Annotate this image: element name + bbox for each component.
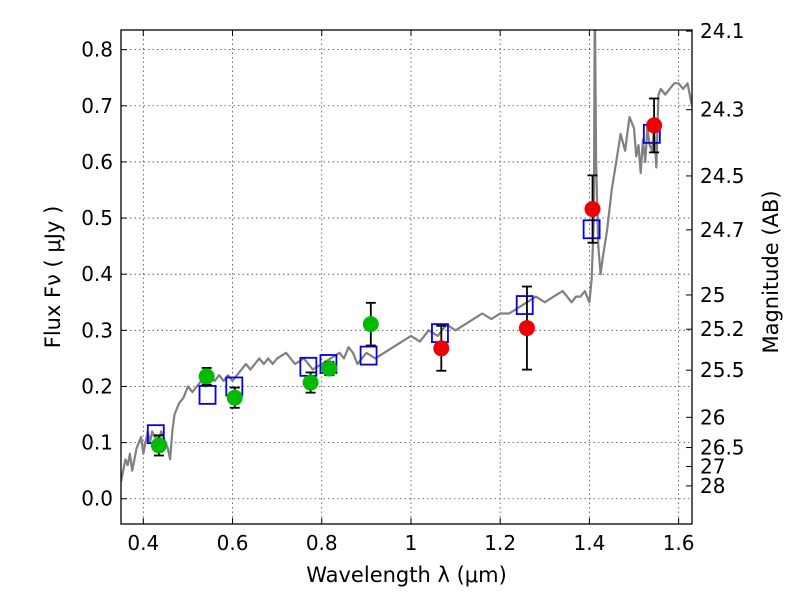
- y-tick-label: 0.4: [81, 262, 113, 286]
- model-photometry-squares: [146, 123, 661, 445]
- plot-frame: [120, 29, 693, 525]
- spectrum-line: [121, 30, 692, 483]
- data-point: [302, 374, 319, 391]
- magnitude-tick-label: 24.3: [700, 98, 745, 122]
- x-tick-label: 0.8: [306, 531, 338, 555]
- model-spectrum: [121, 30, 692, 483]
- magnitude-tick-label: 24.1: [700, 19, 745, 43]
- data-point: [362, 316, 379, 333]
- magnitude-tick-label: 27: [700, 454, 725, 478]
- y-tick-label: 0.5: [81, 206, 113, 230]
- y-tick-label: 0.7: [81, 94, 113, 118]
- model-square: [515, 295, 534, 315]
- magnitude-tick-label: 25: [700, 283, 725, 307]
- magnitude-tick-label: 26.5: [700, 436, 745, 460]
- y-tick-label: 0.1: [81, 431, 113, 455]
- x-axis-label: Wavelength λ (μm): [306, 563, 507, 587]
- data-point: [433, 340, 450, 357]
- magnitude-tick-label: 24.7: [700, 218, 745, 242]
- data-point: [584, 201, 601, 218]
- grid: [121, 30, 692, 524]
- x-tick-label: 1.4: [573, 531, 605, 555]
- x-tick-label: 1.6: [663, 531, 695, 555]
- magnitude-tick-label: 25.5: [700, 358, 745, 382]
- magnitude-tick-label: 24.5: [700, 164, 745, 188]
- model-square: [359, 345, 378, 366]
- y-tick-label: 0.8: [81, 38, 113, 62]
- x-tick-label: 1.2: [484, 531, 516, 555]
- y-tick-label: 0.3: [81, 318, 113, 342]
- y-axis-label: Flux Fν ( μJy ): [41, 206, 65, 349]
- y-tick-label: 0.0: [81, 487, 113, 511]
- ticks: 0.4 0.6 0.8 1 1.2 1.4 1.6 0.0 0.1 0.2 0.3 0.4 0.5 0.6…: [81, 19, 744, 555]
- x-tick-label: 0.4: [127, 531, 159, 555]
- data-point: [321, 360, 338, 377]
- magnitude-tick-label: 28: [700, 474, 725, 498]
- data-point: [226, 389, 243, 406]
- data-point: [518, 320, 535, 337]
- data-point: [198, 368, 215, 385]
- x-tick-label: 1: [405, 531, 418, 555]
- magnitude-axis-label: Magnitude (AB): [759, 190, 783, 353]
- x-tick-label: 0.6: [217, 531, 249, 555]
- magnitude-tick-label: 26: [700, 405, 725, 429]
- data-point: [646, 117, 663, 134]
- y-tick-label: 0.6: [81, 150, 113, 174]
- y-tick-label: 0.2: [81, 374, 113, 398]
- magnitude-tick-label: 25.2: [700, 317, 745, 341]
- observed-points: [150, 117, 663, 454]
- data-point: [150, 437, 167, 454]
- model-square: [198, 384, 217, 405]
